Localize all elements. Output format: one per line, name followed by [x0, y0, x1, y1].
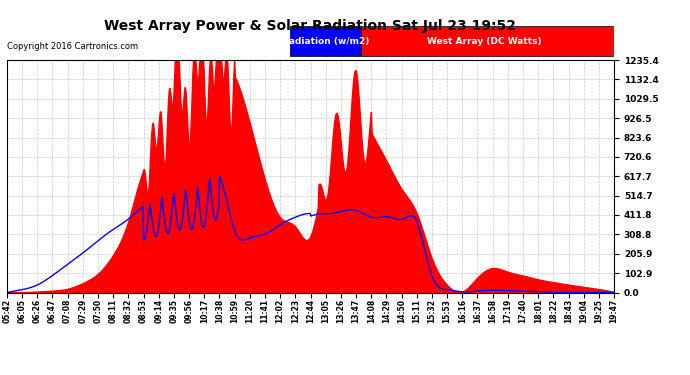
FancyBboxPatch shape: [361, 26, 614, 56]
Text: Copyright 2016 Cartronics.com: Copyright 2016 Cartronics.com: [7, 42, 138, 51]
FancyBboxPatch shape: [290, 26, 361, 56]
Text: Radiation (w/m2): Radiation (w/m2): [282, 37, 369, 46]
Text: West Array (DC Watts): West Array (DC Watts): [427, 37, 542, 46]
Text: West Array Power & Solar Radiation Sat Jul 23 19:52: West Array Power & Solar Radiation Sat J…: [104, 19, 517, 33]
